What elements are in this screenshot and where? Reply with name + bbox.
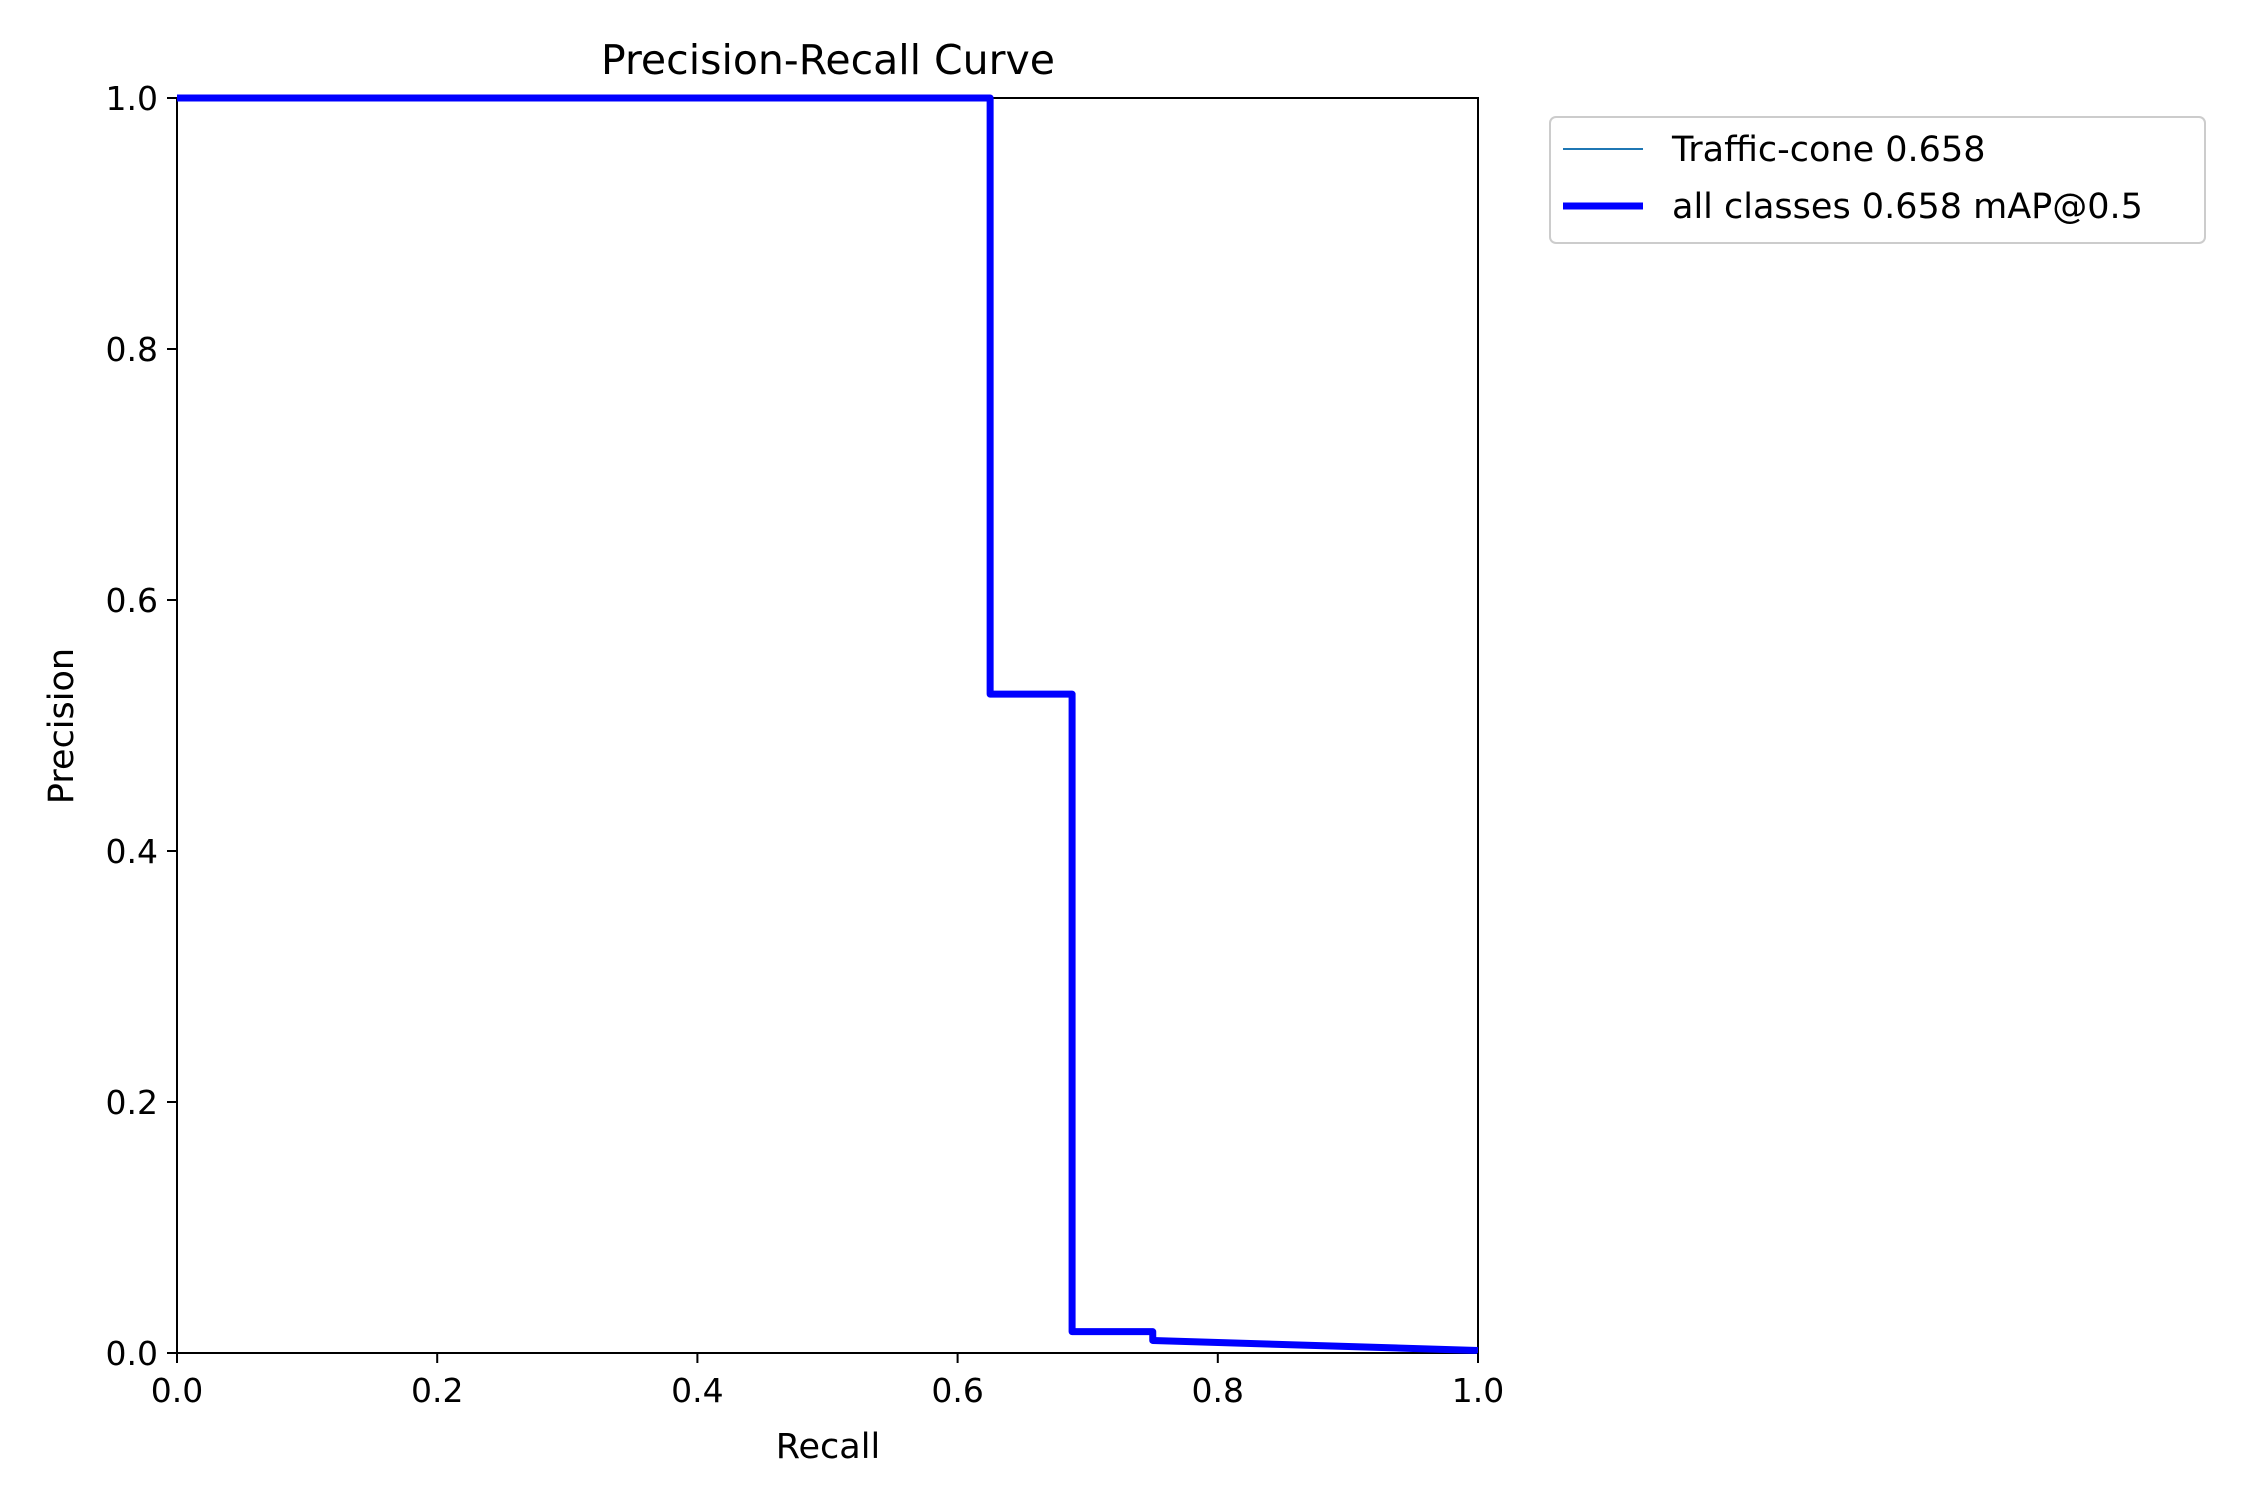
y-tick-label: 1.0 — [106, 79, 158, 118]
plot-area — [176, 97, 1479, 1354]
x-tick-label: 0.4 — [671, 1371, 723, 1410]
legend-box — [1549, 116, 2206, 244]
series-layer — [177, 94, 1479, 1354]
chart-title: Precision-Recall Curve — [601, 36, 1055, 84]
x-tick-label: 1.0 — [1452, 1371, 1504, 1410]
y-tick-label: 0.2 — [106, 1083, 158, 1122]
x-tick-label: 0.6 — [931, 1371, 983, 1410]
axis-ticks: 0.0 0.2 0.4 0.6 0.8 1.0 0.0 0.2 0.4 0.6 0.8 1.0 — [106, 79, 1505, 1410]
legend-label-traffic-cone: Traffic-cone 0.658 — [1671, 130, 1985, 170]
y-axis-label: Precision — [42, 648, 82, 804]
legend: Traffic-cone 0.658 all classes 0.658 mAP… — [1549, 116, 2206, 244]
x-tick-label: 0.8 — [1192, 1371, 1244, 1410]
y-tick-label: 0.4 — [106, 832, 158, 871]
x-axis-label: Recall — [776, 1427, 880, 1467]
series-line-1 — [177, 94, 1479, 1354]
x-tick-label: 0.2 — [411, 1371, 463, 1410]
y-tick-label: 0.8 — [106, 330, 158, 369]
y-tick-label: 0.0 — [106, 1334, 158, 1373]
legend-label-all-classes: all classes 0.658 mAP@0.5 — [1672, 187, 2143, 227]
y-tick-label: 0.6 — [106, 581, 158, 620]
x-tick-label: 0.0 — [151, 1371, 203, 1410]
